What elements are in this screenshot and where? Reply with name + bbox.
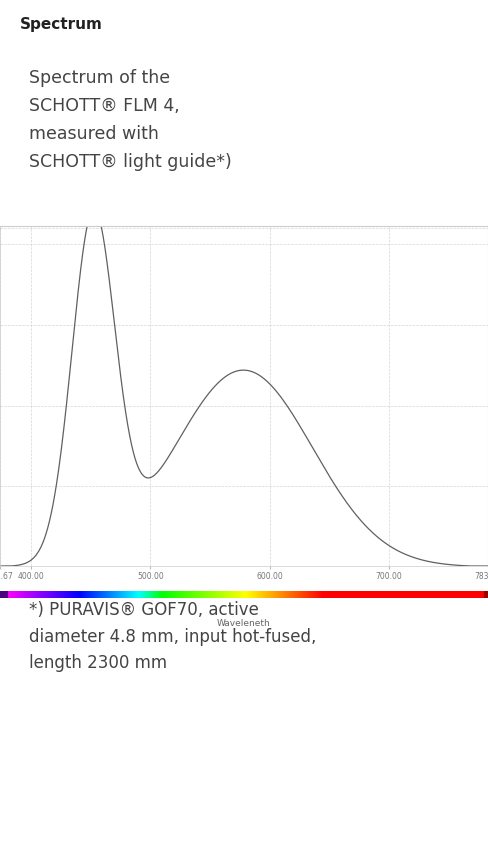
Text: Spectrum of the
SCHOTT® FLM 4,
measured with
SCHOTT® light guide*): Spectrum of the SCHOTT® FLM 4, measured … [29,70,232,171]
Text: *) PURAVIS® GOF70, active
diameter 4.8 mm, input hot-fused,
length 2300 mm: *) PURAVIS® GOF70, active diameter 4.8 m… [29,601,317,672]
Text: Spectrum: Spectrum [20,16,102,32]
X-axis label: Waveleneth: Waveleneth [217,619,271,629]
